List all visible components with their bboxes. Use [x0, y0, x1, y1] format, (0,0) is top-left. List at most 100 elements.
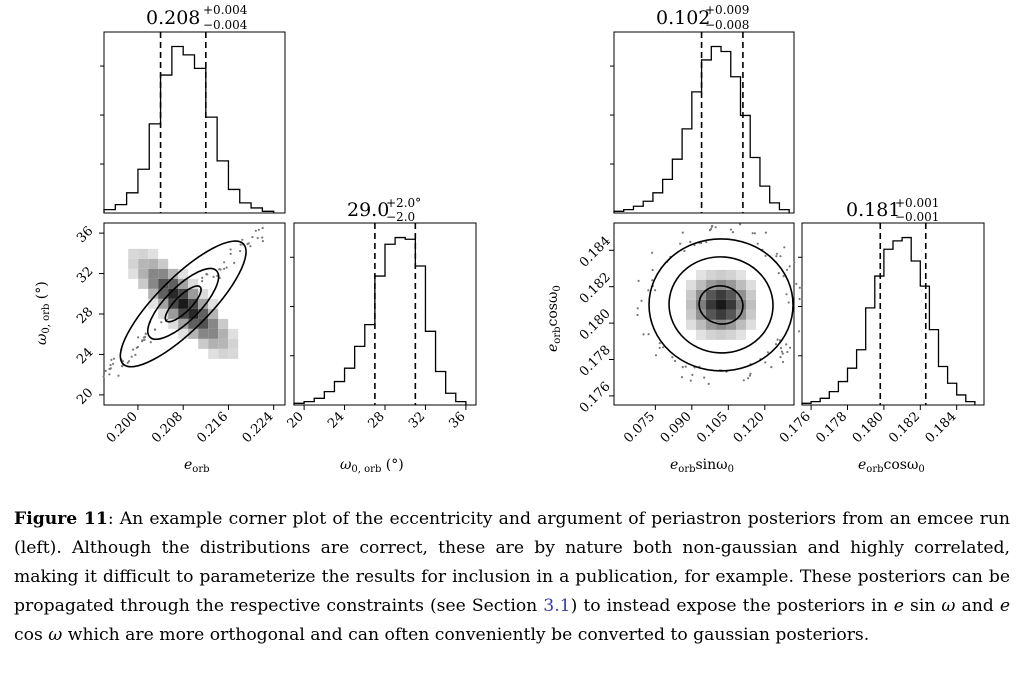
density-cell	[178, 298, 189, 309]
scatter-point	[707, 382, 710, 385]
density-cell	[188, 328, 199, 339]
density-cell	[736, 299, 747, 310]
scatter-point	[711, 224, 714, 227]
scatter-point	[108, 367, 111, 371]
x-tick-label: 36	[446, 409, 468, 431]
x-tick-label: 0.184	[923, 409, 960, 446]
scatter-point	[261, 240, 264, 243]
x-tick-label: 0.200	[104, 409, 141, 446]
density-cell	[706, 319, 717, 330]
histogram-e-sin-omega	[610, 31, 795, 214]
density-cell	[168, 278, 179, 289]
caption-separator: :	[107, 509, 120, 529]
scatter-point	[112, 357, 115, 360]
scatter-point	[680, 376, 684, 379]
scatter-point	[110, 358, 113, 361]
x-tick-label: 0.176	[777, 409, 814, 446]
scatter-point	[223, 267, 226, 270]
scatter-point	[785, 293, 788, 296]
density-cell	[736, 279, 747, 290]
density-cell	[198, 308, 209, 319]
density-cell	[128, 258, 139, 269]
scatter-point	[205, 273, 208, 276]
caption-text-3: and	[955, 596, 1000, 616]
density-cell	[228, 328, 239, 339]
density-cell	[148, 288, 159, 299]
scatter-point	[729, 228, 733, 231]
scatter-point	[249, 245, 252, 248]
density-cell	[198, 288, 209, 299]
density-cell	[696, 319, 707, 330]
contour-line	[164, 285, 202, 323]
density-cell	[716, 299, 727, 310]
scatter-point	[144, 332, 147, 335]
density-cell	[726, 289, 737, 300]
density-cell	[696, 279, 707, 290]
density-cell	[746, 289, 757, 300]
caption-text-4: which are more orthogonal and can often …	[62, 625, 870, 645]
density-cell	[228, 348, 239, 359]
density-cell	[138, 248, 149, 259]
x-axis-label-e-cos-omega: eorbcosω0	[858, 457, 925, 475]
section-reference-link[interactable]: 3.1	[543, 596, 571, 616]
density-cell	[138, 258, 149, 269]
histogram-e-cos-omega: 0.176 0.178 0.180 0.182 0.184	[777, 222, 985, 446]
scatter-point	[774, 343, 778, 346]
density-cell	[148, 258, 159, 269]
math-omega-1: ω	[941, 596, 956, 616]
density-cell	[178, 268, 189, 279]
density-cell	[208, 318, 219, 329]
density-cell	[696, 329, 707, 340]
scatter-point	[637, 279, 640, 282]
axes-frame	[613, 31, 795, 214]
density-cell	[696, 299, 707, 310]
title-omega-value: 29.0	[347, 199, 389, 221]
scatter-points	[636, 223, 801, 385]
y-tick-label: 0.182	[577, 270, 614, 307]
density-cell	[706, 329, 717, 340]
scatter-point	[130, 355, 133, 358]
scatter-point	[671, 356, 674, 359]
density-cell	[746, 299, 757, 310]
density-cell	[746, 319, 757, 330]
x-tick-label: 0.208	[149, 409, 186, 446]
density-cell	[138, 268, 149, 279]
x-axis-label-e-orb: eorb	[184, 457, 210, 475]
scatter-point	[132, 348, 135, 351]
math-sin: sin	[903, 596, 942, 616]
scatter-point	[134, 353, 137, 356]
math-e-2: e	[999, 596, 1010, 616]
density-cell	[736, 269, 747, 280]
x-tick-label: 0.178	[813, 409, 850, 446]
scatter-point	[753, 232, 757, 235]
scatter-point	[229, 252, 232, 255]
scatter-point	[137, 336, 140, 339]
density-cell	[218, 338, 229, 349]
scatter-point	[785, 343, 788, 346]
density-cell	[716, 329, 727, 340]
scatter-point	[102, 375, 105, 378]
density-cell	[188, 278, 199, 289]
density-cell	[706, 309, 717, 320]
histogram-e-orb	[100, 31, 286, 214]
scatter-point	[201, 276, 204, 279]
scatter-point	[798, 330, 801, 333]
density-cell	[128, 268, 139, 279]
density-cell	[686, 309, 697, 320]
scatter-point	[782, 275, 785, 278]
scatter-point	[109, 363, 112, 367]
math-e-1: e	[893, 596, 904, 616]
scatter-point	[781, 352, 784, 355]
x-tick-label: 0.216	[194, 409, 231, 446]
density-cell	[716, 279, 727, 290]
density-cell	[208, 328, 219, 339]
scatter-point	[251, 236, 254, 239]
scatter-point	[141, 339, 144, 342]
scatter-point	[658, 346, 661, 349]
density-cell	[138, 278, 149, 289]
scatter-point	[705, 240, 708, 244]
density-cell	[168, 318, 179, 329]
y-tick-label: 36	[74, 224, 96, 246]
density-cell	[128, 248, 139, 259]
y-tick-label: 32	[74, 264, 96, 286]
